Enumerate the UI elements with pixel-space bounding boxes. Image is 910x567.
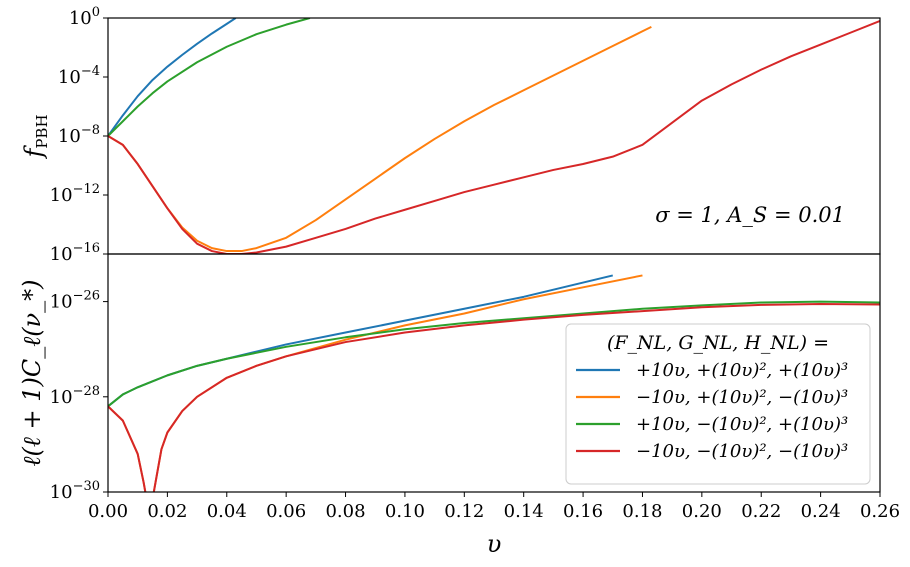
top-y-axis-title: fPBH — [20, 114, 51, 159]
x-tick-label: 0.08 — [325, 501, 365, 522]
x-tick-label: 0.02 — [147, 501, 187, 522]
x-tick-label: 0.16 — [563, 501, 603, 522]
x-tick-label: 0.18 — [622, 501, 662, 522]
series-line-green — [108, 300, 880, 408]
legend-box — [565, 323, 871, 485]
x-tick-label: 0.06 — [266, 501, 306, 522]
series-line-orange — [108, 274, 643, 492]
series-line-green — [108, 18, 311, 137]
x-tick-label: 0.10 — [385, 501, 425, 522]
legend-title: (F_NL, G_NL, H_NL) = — [607, 332, 829, 354]
series-line-blue — [108, 18, 237, 137]
bottom-y-axis: 10−26 10−28 10−30 — [50, 289, 108, 503]
top-series-group — [108, 18, 880, 254]
y-tick-label: 10−26 — [50, 289, 100, 313]
y-tick-label: 10−30 — [50, 479, 100, 503]
x-tick-label: 0.20 — [682, 501, 722, 522]
bottom-plot-frame — [107, 253, 881, 493]
legend-label: −10υ, −(10υ)², −(10υ)³ — [636, 441, 848, 462]
x-tick-label: 0.04 — [207, 501, 247, 522]
y-tick-label: 10−8 — [58, 123, 100, 147]
x-tick-label: 0.14 — [504, 501, 544, 522]
series-line-blue — [108, 274, 614, 408]
x-axis-title: υ — [487, 530, 502, 558]
series-line-red — [108, 20, 880, 254]
legend-label: +10υ, −(10υ)², +(10υ)³ — [636, 414, 848, 435]
bottom-y-axis-title: ℓ(ℓ + 1)C_ℓ(ν_*) — [18, 279, 46, 466]
bottom-panel: 10−26 10−28 10−30 0.00 0.02 0.04 0.06 0.08 0.10… — [18, 253, 900, 558]
y-tick-label: 10−16 — [50, 241, 100, 265]
x-tick-label: 0.22 — [741, 501, 781, 522]
legend-label: −10υ, +(10υ)², −(10υ)³ — [636, 387, 848, 408]
legend: (F_NL, G_NL, H_NL) = +10υ, +(10υ)², +(10… — [565, 323, 871, 485]
y-tick-label: 10−4 — [58, 64, 100, 88]
bottom-series-group — [108, 274, 880, 492]
top-y-axis: 100 10−4 10−8 10−12 10−16 — [50, 5, 108, 265]
parameter-annotation: σ = 1, A_S = 0.01 — [655, 203, 845, 227]
x-tick-label: 0.26 — [860, 501, 900, 522]
x-tick-label: 0.12 — [444, 501, 484, 522]
legend-label: +10υ, +(10υ)², +(10υ)³ — [636, 360, 848, 381]
y-tick-label: 100 — [69, 5, 100, 29]
x-tick-label: 0.00 — [88, 501, 128, 522]
x-tick-label: 0.24 — [801, 501, 841, 522]
y-tick-label: 10−12 — [50, 182, 100, 206]
y-tick-label: 10−28 — [50, 384, 100, 408]
series-line-red — [108, 302, 880, 492]
top-panel: 100 10−4 10−8 10−12 10−16 fPBH σ = 1, A_S = … — [20, 5, 881, 265]
x-axis: 0.00 0.02 0.04 0.06 0.08 0.10 0.12 0.14 0.16 0.18… — [88, 492, 900, 522]
legend-entries: +10υ, +(10υ)², +(10υ)³ −10υ, +(10υ)², −(1… — [576, 360, 848, 462]
